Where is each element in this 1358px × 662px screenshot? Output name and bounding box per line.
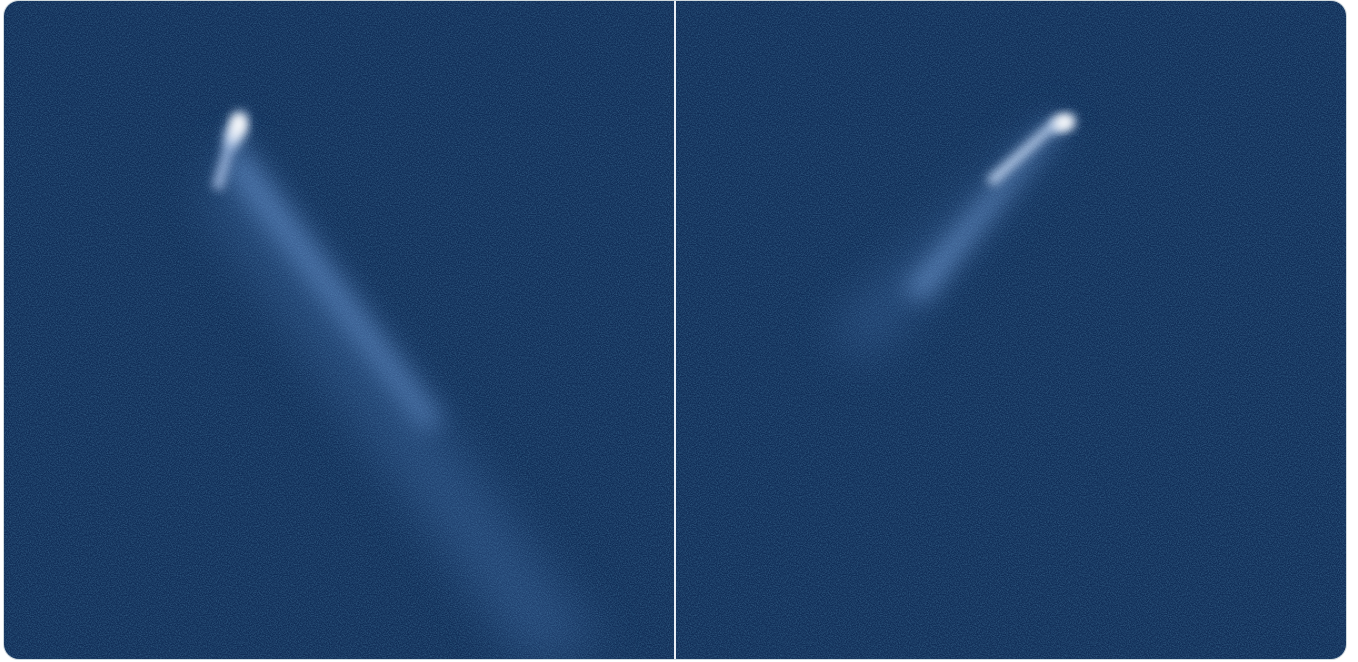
noise — [676, 1, 1346, 659]
right-image — [676, 1, 1346, 659]
tail-bright — [986, 117, 1062, 186]
tail-main — [224, 136, 444, 431]
image-pair — [4, 1, 1346, 659]
tail-main — [904, 119, 1062, 301]
comet-core — [232, 113, 246, 133]
comet-core — [1056, 115, 1074, 129]
left-image — [4, 1, 674, 659]
media-frame — [3, 0, 1347, 660]
